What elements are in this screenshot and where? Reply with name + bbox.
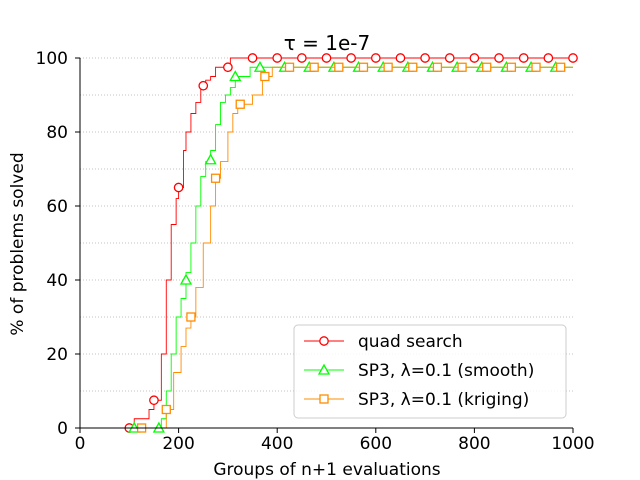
- y-tick-label: 80: [46, 123, 68, 143]
- data-point: [284, 62, 295, 72]
- legend-label: SP3, λ=0.1 (smooth): [358, 361, 534, 381]
- y-tick-label: 60: [46, 197, 68, 217]
- legend-label: quad search: [358, 332, 463, 352]
- data-point: [247, 53, 258, 63]
- x-tick-label: 400: [261, 434, 293, 454]
- data-point: [346, 53, 356, 63]
- data-point: [235, 99, 245, 109]
- legend-marker: [319, 336, 329, 346]
- y-tick-label: 100: [36, 49, 68, 69]
- data-point: [494, 53, 504, 63]
- data-point: [518, 53, 529, 63]
- data-point: [444, 53, 455, 63]
- data-point: [420, 53, 430, 63]
- data-point: [296, 53, 307, 63]
- data-point: [198, 80, 209, 91]
- data-point: [383, 62, 393, 72]
- x-axis-label: Groups of n+1 evaluations: [213, 460, 440, 480]
- legend-marker: [317, 363, 331, 375]
- series-line: [80, 66, 573, 429]
- data-point: [469, 53, 480, 63]
- legend-marker: [319, 394, 329, 404]
- chart-title: τ = 1e-7: [284, 31, 370, 55]
- data-point: [531, 62, 541, 72]
- data-point: [204, 153, 217, 165]
- x-tick-label: 0: [75, 434, 86, 454]
- data-point: [556, 62, 566, 72]
- series-line: [80, 57, 573, 429]
- data-point: [260, 71, 270, 82]
- legend: quad search SP3, λ=0.1 (smooth) SP3, λ=0.1…: [293, 324, 567, 419]
- x-tick-label: 600: [360, 434, 392, 454]
- data-point: [223, 62, 233, 73]
- y-tick-label: 0: [57, 419, 68, 439]
- data-point: [358, 62, 369, 72]
- data-point: [272, 53, 283, 63]
- series-1: [80, 53, 578, 433]
- data-point: [179, 273, 193, 285]
- y-tick-label: 40: [46, 271, 68, 291]
- data-point: [149, 395, 159, 406]
- data-point: [186, 312, 196, 322]
- data-point: [229, 70, 242, 82]
- data-point: [568, 53, 578, 63]
- legend-label: SP3, λ=0.1 (kriging): [358, 390, 529, 410]
- y-tick-label: 20: [46, 345, 68, 365]
- x-tick-label: 200: [162, 434, 194, 454]
- data-point: [321, 53, 332, 63]
- series-3: [80, 62, 573, 433]
- data-point: [457, 62, 467, 72]
- data-point: [408, 62, 418, 72]
- data-point: [253, 60, 267, 72]
- x-tick-label: 800: [458, 434, 490, 454]
- data-point: [210, 173, 221, 183]
- data-point: [309, 62, 319, 72]
- data-point: [334, 62, 344, 72]
- data-point: [370, 53, 381, 63]
- legend-box: [293, 324, 567, 419]
- data-point: [543, 53, 554, 63]
- ticks: 0 200 400 600 800 1000 0 20 40 60 80 100: [36, 49, 595, 454]
- data-point: [395, 53, 406, 63]
- data-point: [506, 62, 517, 72]
- y-axis-label: % of problems solved: [8, 152, 28, 335]
- x-tick-label: 1000: [551, 434, 594, 454]
- series-line: [80, 66, 573, 429]
- data-point: [432, 62, 443, 72]
- data-point: [482, 62, 492, 72]
- data-point: [173, 182, 184, 193]
- plot-area: [80, 53, 578, 433]
- data-point: [161, 404, 171, 415]
